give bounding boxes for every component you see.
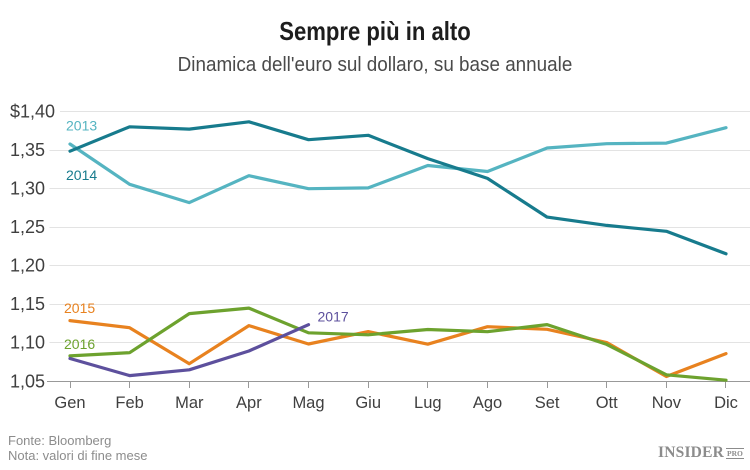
svg-text:2014: 2014 [66, 167, 97, 183]
svg-text:Ott: Ott [596, 394, 618, 412]
svg-text:Mag: Mag [292, 394, 324, 412]
svg-text:1,25: 1,25 [10, 217, 45, 237]
svg-text:Nov: Nov [652, 394, 682, 412]
svg-text:2013: 2013 [66, 117, 97, 133]
svg-text:Apr: Apr [236, 394, 262, 412]
svg-text:2015: 2015 [64, 300, 95, 316]
svg-text:1,10: 1,10 [10, 333, 45, 353]
svg-text:Set: Set [535, 394, 560, 412]
svg-text:$1,40: $1,40 [10, 101, 55, 121]
svg-text:1,15: 1,15 [10, 294, 45, 314]
svg-text:2017: 2017 [318, 309, 349, 325]
svg-text:Dic: Dic [714, 394, 738, 412]
svg-text:Gen: Gen [54, 394, 85, 412]
svg-text:2016: 2016 [64, 336, 95, 352]
svg-text:1,30: 1,30 [10, 178, 45, 198]
svg-text:Mar: Mar [175, 394, 204, 412]
svg-text:1,35: 1,35 [10, 140, 45, 160]
svg-text:1,20: 1,20 [10, 256, 45, 276]
svg-text:Giu: Giu [355, 394, 381, 412]
svg-text:Lug: Lug [414, 394, 442, 412]
svg-text:Ago: Ago [473, 394, 502, 412]
svg-text:1,05: 1,05 [10, 371, 45, 391]
svg-text:Feb: Feb [115, 394, 143, 412]
